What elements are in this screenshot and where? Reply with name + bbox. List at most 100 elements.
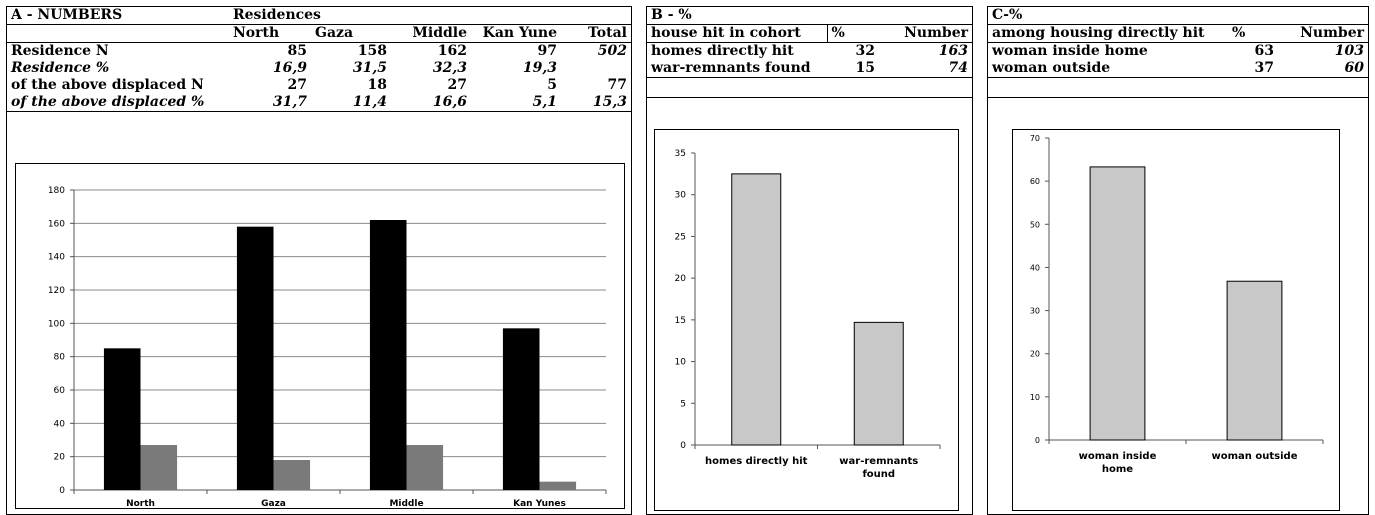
bar — [1226, 280, 1283, 441]
x-category-label: home — [1102, 464, 1133, 475]
y-tick-label: 100 — [48, 319, 65, 329]
cell: 27 — [287, 77, 307, 93]
bar — [140, 445, 178, 490]
col-header: Total — [587, 25, 627, 41]
table-title: B - % — [651, 7, 692, 23]
row-label: homes directly hit — [651, 43, 794, 59]
x-category-label: Kan Yunes — [513, 499, 566, 509]
y-tick-label: 60 — [54, 386, 66, 396]
cell: 32 — [855, 43, 875, 59]
cell: 74 — [948, 60, 968, 76]
house-hit-bar-chart: 0 5 10 15 20 25 30 35 homes directly hit war-remn… — [654, 129, 959, 511]
cell — [561, 60, 631, 77]
y-tick-label: 40 — [54, 419, 66, 429]
woman-location-table: C-% among housing directly hit % Number … — [988, 7, 1368, 98]
bar — [853, 321, 904, 446]
y-tick-label: 30 — [675, 191, 687, 201]
cell: 162 — [437, 43, 467, 59]
panel-a: A - NUMBERS Residences North Gaza Middle… — [6, 6, 632, 515]
y-tick-label: 160 — [48, 219, 65, 229]
cell: 5 — [547, 77, 557, 93]
cell: 5,1 — [532, 94, 557, 110]
col-header: Gaza — [315, 25, 354, 41]
table-row: woman outside 37 60 — [988, 60, 1368, 78]
cell: 31,5 — [352, 60, 387, 76]
panel-c: C-% among housing directly hit % Number … — [987, 6, 1369, 515]
y-tick-label: 20 — [54, 453, 66, 463]
row-label: woman outside — [992, 60, 1111, 76]
x-category-label: war-remnants — [839, 456, 918, 467]
row-label: Residence N — [11, 43, 109, 59]
col-header: Number — [1300, 25, 1364, 41]
row-label: war-remnants found — [651, 60, 811, 76]
panel-b: B - % house hit in cohort % Number homes… — [646, 6, 973, 515]
y-tick-label: 0 — [680, 441, 686, 451]
col-header: North — [233, 25, 280, 41]
bar — [236, 226, 274, 490]
cell: 15,3 — [592, 94, 627, 110]
cell: 16,6 — [432, 94, 467, 110]
y-tick-label: 50 — [1030, 220, 1040, 229]
cell: 63 — [1254, 43, 1274, 59]
y-tick-label: 80 — [54, 353, 66, 363]
residences-bar-chart: 0 20 40 60 80 100 120 140 160 180 North Gaza Middle K… — [15, 163, 625, 509]
y-tick-label: 25 — [675, 232, 686, 242]
bar — [539, 481, 577, 490]
col-header: Number — [904, 25, 968, 41]
cell: 97 — [537, 43, 557, 59]
col-header: % — [831, 25, 845, 41]
y-tick-label: 20 — [675, 274, 687, 284]
table-row: Residence % 16,9 31,5 32,3 19,3 — [7, 60, 631, 77]
table-row: of the above displaced N 27 18 27 5 77 — [7, 77, 631, 94]
table-row: Residence N 85 158 162 97 502 — [7, 43, 631, 61]
table-row: war-remnants found 15 74 — [647, 60, 972, 78]
bar — [103, 348, 141, 490]
y-tick-label: 180 — [48, 186, 65, 196]
cell: 103 — [1334, 43, 1364, 59]
row-label: of the above displaced N — [11, 77, 204, 93]
row-label: woman inside home — [992, 43, 1148, 59]
cell: 27 — [447, 77, 467, 93]
x-category-label: Gaza — [261, 499, 286, 509]
bar — [406, 445, 444, 490]
y-tick-label: 70 — [1030, 134, 1040, 143]
table-row: homes directly hit 32 163 — [647, 43, 972, 61]
col-header: Kan Yune — [482, 25, 557, 41]
cell: 163 — [938, 43, 968, 59]
cell: 60 — [1344, 60, 1364, 76]
cell: 37 — [1254, 60, 1274, 76]
bar — [502, 328, 540, 490]
y-tick-label: 35 — [675, 149, 686, 159]
col-header: house hit in cohort — [647, 24, 828, 43]
bar — [1089, 166, 1146, 441]
cell: 15 — [855, 60, 875, 76]
col-header: Middle — [412, 25, 467, 41]
y-tick-label: 60 — [1030, 177, 1040, 186]
x-category-label: woman inside — [1079, 451, 1157, 462]
cell: 11,4 — [352, 94, 387, 110]
house-hit-table: B - % house hit in cohort % Number homes… — [647, 7, 972, 98]
cell: 85 — [287, 43, 307, 59]
x-category-label: homes directly hit — [705, 456, 808, 467]
y-tick-label: 0 — [1035, 436, 1040, 445]
x-category-label: Middle — [389, 499, 423, 509]
cell: 31,7 — [272, 94, 307, 110]
cell: 32,3 — [432, 60, 467, 76]
cell: 502 — [597, 43, 627, 59]
y-tick-label: 120 — [48, 286, 65, 296]
y-tick-label: 5 — [680, 399, 686, 409]
y-tick-label: 10 — [1030, 393, 1040, 402]
numbers-table: A - NUMBERS Residences North Gaza Middle… — [7, 7, 631, 112]
col-header: % — [1232, 25, 1246, 41]
residences-header: Residences — [233, 7, 321, 23]
table-row: of the above displaced % 31,7 11,4 16,6 … — [7, 94, 631, 112]
woman-location-bar-chart: 0 10 20 30 40 50 60 70 woman inside home woman out… — [1012, 129, 1340, 511]
y-tick-label: 20 — [1030, 350, 1040, 359]
cell: 77 — [607, 77, 627, 93]
col-header: among housing directly hit — [992, 25, 1205, 41]
x-category-label: woman outside — [1212, 451, 1298, 462]
bar — [731, 173, 782, 446]
table-title: A - NUMBERS — [11, 7, 123, 23]
row-label: of the above displaced % — [11, 94, 205, 110]
y-tick-label: 30 — [1030, 307, 1040, 316]
